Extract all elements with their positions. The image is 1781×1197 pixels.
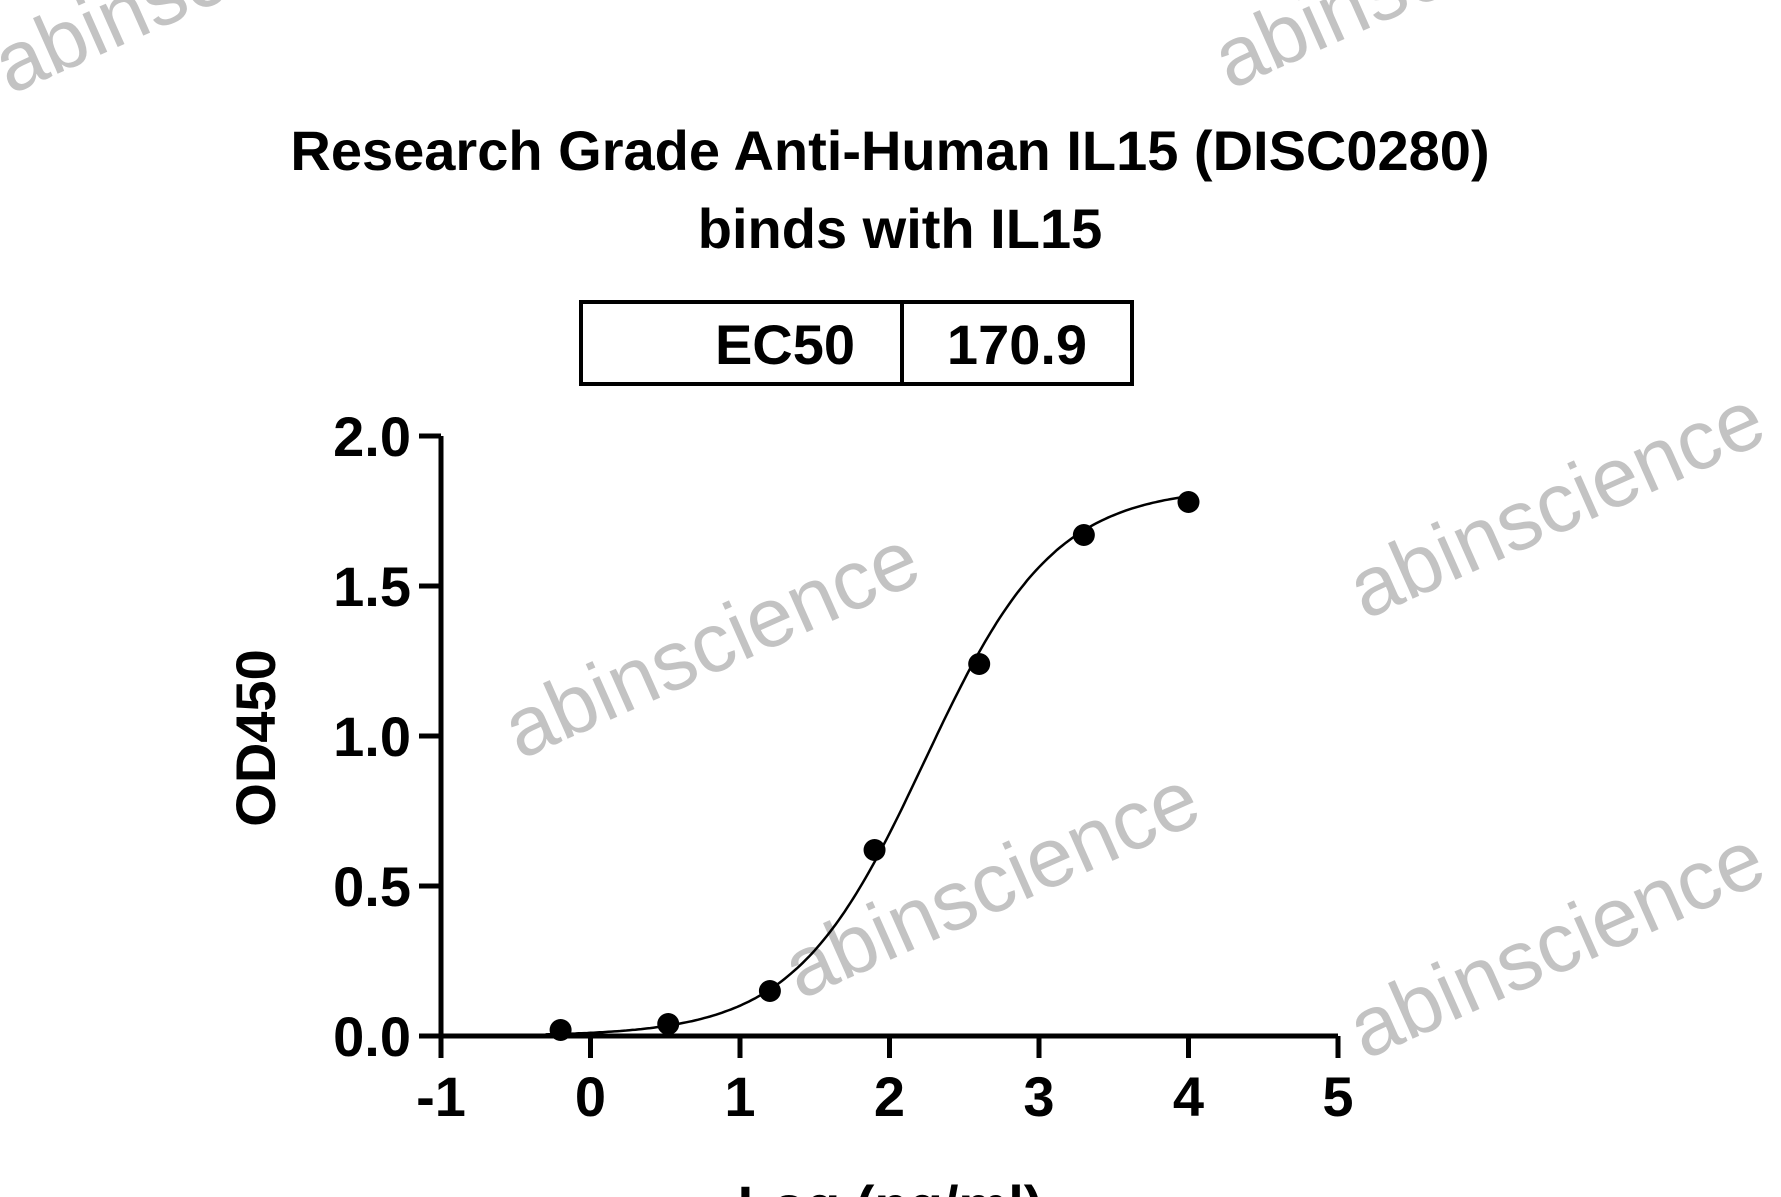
x-tick-label: -1 bbox=[416, 1065, 466, 1128]
y-tick-label: 1.0 bbox=[333, 705, 411, 768]
x-tick-label: 1 bbox=[724, 1065, 755, 1128]
y-tick-label: 2.0 bbox=[333, 405, 411, 468]
data-point bbox=[549, 1019, 572, 1041]
data-points bbox=[549, 491, 1200, 1041]
y-tick-label: 0.5 bbox=[333, 855, 411, 918]
watermark-text: abinscience bbox=[1334, 810, 1778, 1076]
data-point bbox=[657, 1013, 680, 1035]
x-tick-label: 0 bbox=[575, 1065, 606, 1128]
data-point bbox=[1177, 491, 1200, 513]
y-tick-label: 1.5 bbox=[333, 555, 411, 618]
ec50-value: 170.9 bbox=[947, 313, 1087, 376]
data-point bbox=[1072, 524, 1095, 546]
y-axis-label: OD450 bbox=[224, 649, 287, 826]
x-tick-label: 5 bbox=[1322, 1065, 1353, 1128]
ec50-label: EC50 bbox=[715, 313, 855, 376]
watermark-text: abinscience bbox=[1199, 0, 1643, 106]
chart-title-line-2: binds with IL15 bbox=[698, 197, 1102, 260]
watermark-text: abinscience bbox=[489, 510, 933, 776]
data-point bbox=[758, 980, 781, 1002]
y-tick-label: 0.0 bbox=[333, 1005, 411, 1068]
x-tick-label: 3 bbox=[1023, 1065, 1054, 1128]
watermark-text: abinscience bbox=[769, 750, 1213, 1016]
x-axis-label: Log (ng/ml) bbox=[738, 1174, 1043, 1197]
x-tick-label: 2 bbox=[874, 1065, 905, 1128]
data-point bbox=[863, 839, 886, 861]
chart-title-line-1: Research Grade Anti-Human IL15 (DISC0280… bbox=[290, 119, 1489, 182]
data-point bbox=[968, 653, 991, 675]
watermark-text: abinscience bbox=[1334, 370, 1778, 636]
axes: -1 0 1 2 3 4 5 0.0 0.5 1.0 1.5 2.0 bbox=[333, 405, 1353, 1128]
ec50-table-box bbox=[579, 300, 1134, 386]
watermark-text: abinscience bbox=[0, 0, 423, 111]
x-tick-label: 4 bbox=[1173, 1065, 1204, 1128]
